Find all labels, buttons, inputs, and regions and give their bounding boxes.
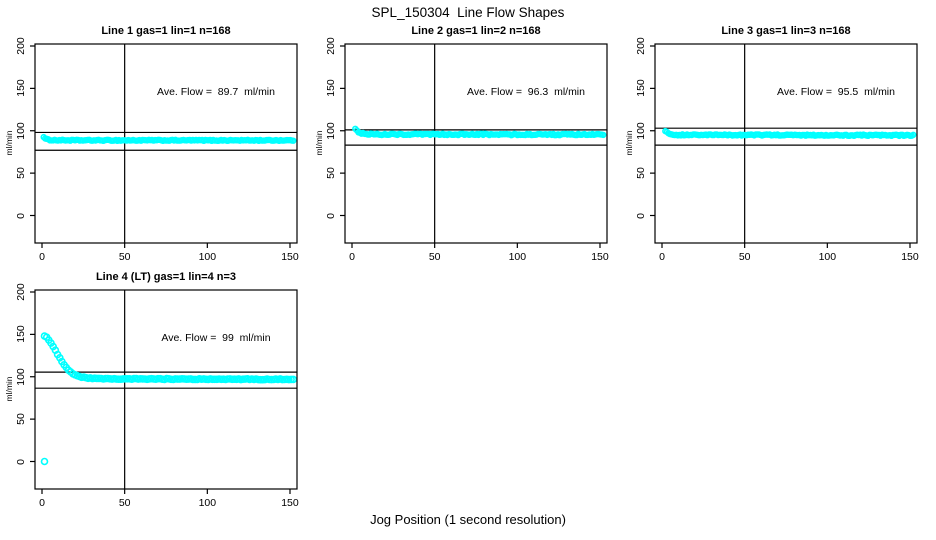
plot-area — [340, 43, 608, 248]
panel-title: Line 1 gas=1 lin=1 n=168 — [101, 25, 231, 37]
ave-flow-annotation: Ave. Flow = 99 ml/min — [161, 332, 271, 344]
y-axis-label: ml/min — [624, 130, 634, 156]
y-tick-label: 50 — [635, 167, 647, 179]
ave-flow-annotation: Ave. Flow = 95.5 ml/min — [777, 86, 895, 98]
x-tick-label: 0 — [659, 251, 665, 263]
panel-title: Line 2 gas=1 lin=2 n=168 — [411, 25, 541, 37]
flow-panel-line-3: Line 3 gas=1 lin=3 n=168 ml/min Ave. Flo… — [624, 25, 919, 263]
y-tick-label: 50 — [15, 413, 27, 425]
y-tick-label: 200 — [325, 37, 337, 55]
flow-panel-line-2: Line 2 gas=1 lin=2 n=168 ml/min Ave. Flo… — [314, 25, 609, 263]
x-tick-label: 50 — [428, 251, 441, 263]
x-tick-label: 0 — [349, 251, 355, 263]
x-axis-title: Jog Position (1 second resolution) — [370, 512, 566, 527]
y-axis-label: ml/min — [4, 130, 14, 156]
x-tick-label: 100 — [198, 251, 217, 263]
page-title: SPL_150304 Line Flow Shapes — [371, 5, 565, 20]
y-tick-label: 100 — [15, 367, 27, 386]
x-tick-label: 50 — [738, 251, 751, 263]
flow-panel-line-1: Line 1 gas=1 lin=1 n=168 ml/min Ave. Flo… — [4, 25, 299, 263]
flow-panel-line-4: Line 4 (LT) gas=1 lin=4 n=3 ml/min Ave. … — [4, 271, 299, 509]
ave-flow-annotation: Ave. Flow = 89.7 ml/min — [157, 86, 275, 98]
plot-area — [30, 289, 298, 494]
ave-flow-annotation: Ave. Flow = 96.3 ml/min — [467, 86, 585, 98]
x-tick-label: 100 — [198, 497, 217, 509]
panel-title: Line 3 gas=1 lin=3 n=168 — [721, 25, 851, 37]
y-tick-label: 0 — [635, 212, 647, 219]
x-tick-label: 150 — [281, 497, 299, 509]
y-tick-label: 200 — [635, 37, 647, 55]
x-tick-label: 150 — [591, 251, 609, 263]
panel-title: Line 4 (LT) gas=1 lin=4 n=3 — [95, 271, 237, 283]
y-tick-label: 100 — [635, 121, 647, 140]
x-tick-label: 0 — [39, 251, 45, 263]
y-tick-label: 200 — [15, 283, 27, 301]
x-tick-label: 150 — [901, 251, 919, 263]
y-tick-label: 150 — [635, 79, 647, 98]
x-tick-label: 50 — [118, 497, 131, 509]
y-axis-label: ml/min — [314, 130, 324, 156]
y-axis-label: ml/min — [4, 376, 14, 402]
y-tick-label: 150 — [15, 325, 27, 344]
y-tick-label: 50 — [15, 167, 27, 179]
y-tick-label: 200 — [15, 37, 27, 55]
x-tick-label: 50 — [118, 251, 131, 263]
x-tick-label: 0 — [39, 497, 45, 509]
y-tick-label: 100 — [15, 121, 27, 140]
x-tick-label: 100 — [508, 251, 527, 263]
y-tick-label: 0 — [325, 212, 337, 219]
plot-area — [30, 43, 298, 248]
x-tick-label: 150 — [281, 251, 299, 263]
y-tick-label: 150 — [325, 79, 337, 98]
y-tick-label: 0 — [15, 212, 27, 219]
y-tick-label: 50 — [325, 167, 337, 179]
y-tick-label: 0 — [15, 458, 27, 465]
plot-area — [650, 43, 918, 248]
y-tick-label: 150 — [15, 79, 27, 98]
y-tick-label: 100 — [325, 121, 337, 140]
x-tick-label: 100 — [818, 251, 837, 263]
